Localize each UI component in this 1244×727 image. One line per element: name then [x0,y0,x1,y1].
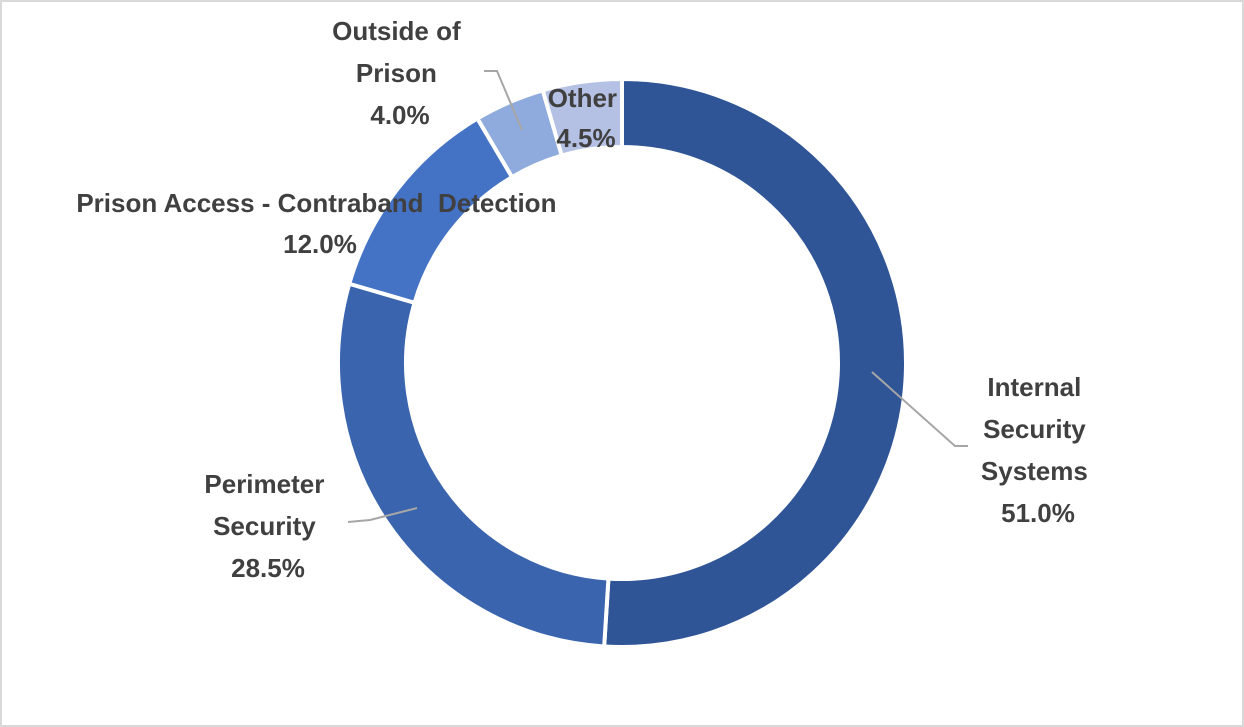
slice-other [540,76,624,159]
leader-line-internal [871,371,968,447]
label-other: Other 4.5% [548,83,625,153]
label-perimeter-security: Perimeter Security 28.5% [204,469,331,583]
leader-line-perimeter [347,507,418,523]
slice-perimeter-security [336,281,611,649]
label-outside-of-prison: Outside of Prison 4.0% [332,16,468,130]
label-prison-access: Prison Access - Contraband Detection 12.… [76,188,563,259]
donut-slices [336,76,908,649]
leader-line-outside [484,70,523,131]
label-internal-security: Internal Security Systems 51.0% [981,372,1095,528]
slice-internal-security-systems [602,76,908,649]
